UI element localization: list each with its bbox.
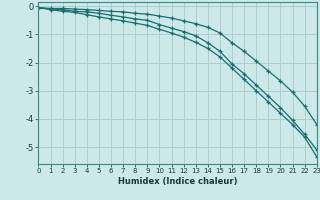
X-axis label: Humidex (Indice chaleur): Humidex (Indice chaleur) [118, 177, 237, 186]
